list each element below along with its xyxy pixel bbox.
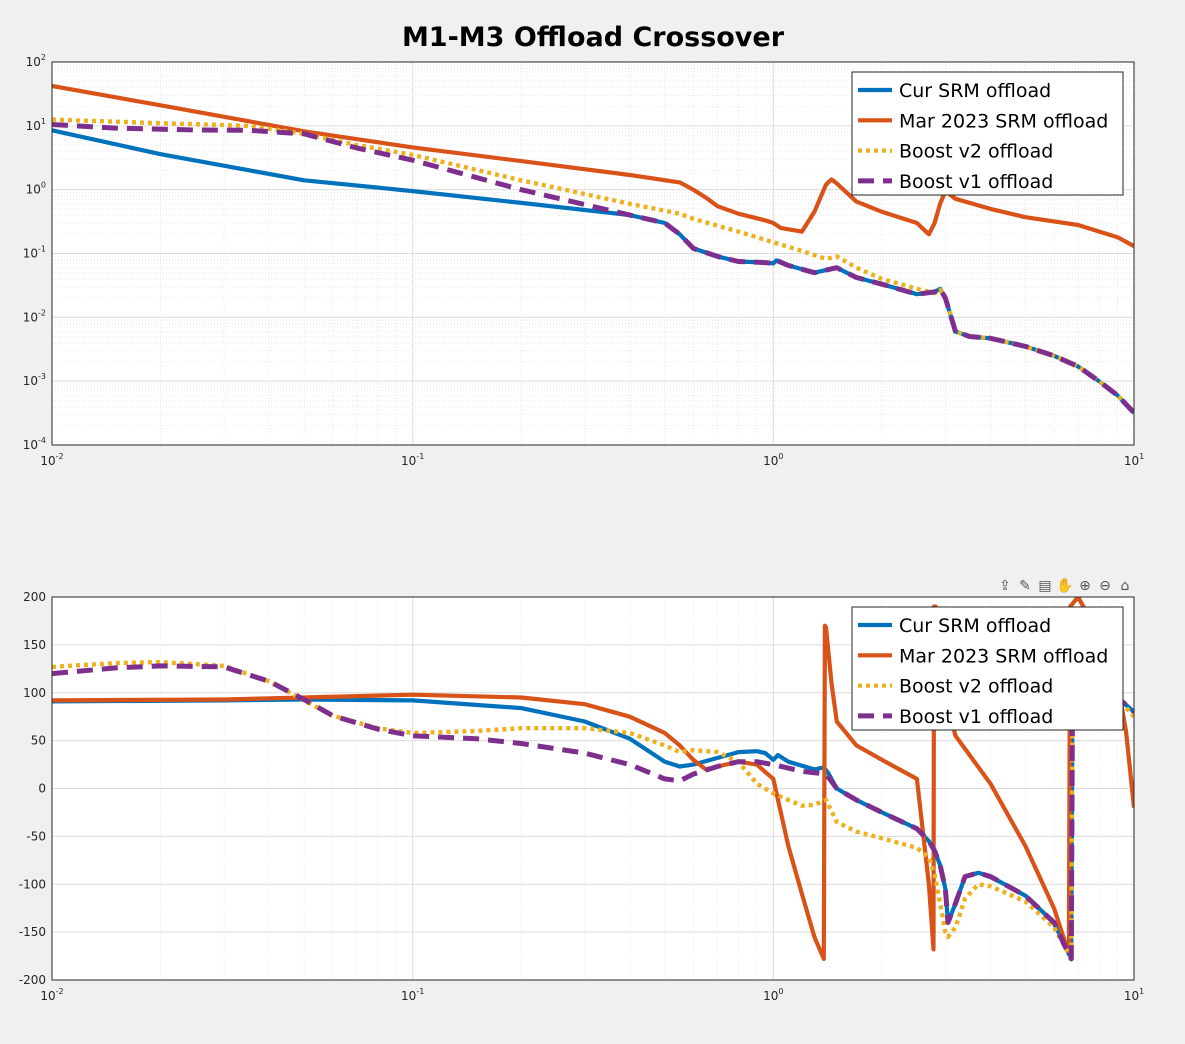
y-tick-label: -100 [19,877,46,891]
series-line-3 [52,663,1134,962]
legend-entry-label: Boost v2 offload [899,676,1053,698]
legend-entry-label: Boost v1 offload [899,171,1053,193]
y-tick-label: 10-4 [23,436,46,452]
series-line-2 [52,117,1134,414]
series-group [52,597,1134,962]
legend-entry-label: Boost v1 offload [899,706,1053,728]
magnitude-axes[interactable]: 10-2 10-1 100 101 102 101 100 10-1 10-2 10-3 10-4 C… [23,53,1144,468]
series-line-2 [52,659,1134,962]
axes-frame [51,61,1135,446]
x-tick-label: 10-1 [401,987,424,1003]
series-line-1 [52,83,1134,249]
axes-frame [51,596,1135,981]
x-tick-label: 10-2 [40,452,63,468]
y-tick-labels: 102 101 100 10-1 10-2 10-3 10-4 [23,53,46,452]
x-tick-labels: 10-2 10-1 100 101 [40,452,1144,468]
zoom-in-icon[interactable]: ⊕ [1079,578,1091,594]
x-tick-label: 101 [1124,452,1144,468]
export-icon[interactable]: ⇪ [999,578,1011,594]
legend-entry-label: Boost v2 offload [899,141,1053,163]
legend-entry-label: Mar 2023 SRM offload [899,645,1108,667]
legend[interactable]: Cur SRM offload Mar 2023 SRM offload Boost… [851,71,1124,196]
y-tick-label: -200 [19,973,46,987]
x-tick-label: 100 [763,987,783,1003]
series-group [52,83,1134,415]
x-tick-label: 10-2 [40,987,63,1003]
zoom-out-icon[interactable]: ⊖ [1099,578,1111,594]
y-tick-label: 100 [23,686,46,700]
legend[interactable]: Cur SRM offload Mar 2023 SRM offload Boost… [851,606,1124,731]
y-tick-label: -150 [19,925,46,939]
y-tick-label: -50 [26,829,46,843]
legend-entry-label: Mar 2023 SRM offload [899,110,1108,132]
y-tick-label: 150 [23,638,46,652]
y-tick-label: 200 [23,590,46,604]
y-tick-labels: 200 150 100 50 0 -50 -100 -150 -200 [19,590,46,987]
x-tick-label: 100 [763,452,783,468]
phase-axes[interactable]: 10-2 10-1 100 101 200 150 100 50 0 -50 -100 -150 -20… [19,590,1144,1003]
x-tick-labels: 10-2 10-1 100 101 [40,987,1144,1003]
series-line-3 [52,122,1134,415]
y-tick-label: 50 [31,734,46,748]
pan-icon[interactable]: ✋ [1056,578,1074,594]
y-tick-label: 102 [26,53,46,69]
y-tick-label: 10-2 [23,308,46,324]
figure-title: M1-M3 Offload Crossover [402,22,785,53]
datatip-icon[interactable]: ▤ [1038,578,1052,594]
y-tick-label: 0 [38,782,46,796]
legend-box [851,71,1124,196]
y-tick-label: 100 [26,181,46,197]
y-tick-label: 101 [26,117,46,133]
legend-entry-label: Cur SRM offload [899,80,1051,102]
x-tick-label: 101 [1124,987,1144,1003]
y-tick-label: 10-3 [23,372,46,388]
y-tick-label: 10-1 [23,245,46,261]
legend-entry-label: Cur SRM offload [899,615,1051,637]
legend-box [851,606,1124,731]
brush-icon[interactable]: ✎ [1019,578,1031,594]
axes-toolbar: ⇪ ✎ ▤ ✋ ⊕ ⊖ ⌂ [996,577,1134,595]
home-icon[interactable]: ⌂ [1120,578,1130,594]
x-tick-label: 10-1 [401,452,424,468]
